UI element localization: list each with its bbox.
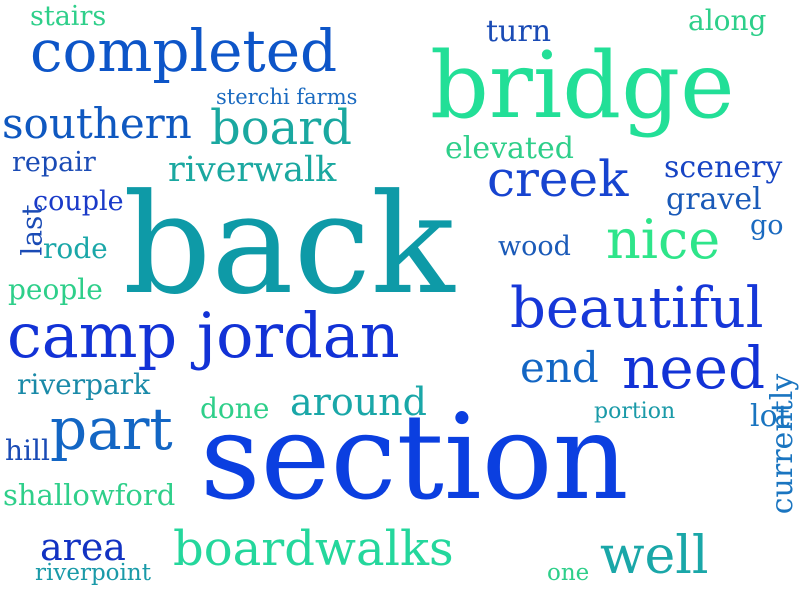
word-riverpark: riverpark [17,368,151,401]
word-portion: portion [594,399,676,424]
word-hill: hill [5,434,50,467]
word-back: back [123,164,455,325]
word-beautiful: beautiful [510,276,764,341]
word-part: part [50,395,173,463]
word-end: end [520,343,599,392]
word-area: area [40,525,126,569]
word-shallowford: shallowford [3,478,176,512]
word-bridge: bridge [430,32,735,139]
word-need: need [622,334,766,402]
word-around: around [290,380,427,424]
word-currently: currently [764,373,800,514]
word-creek: creek [487,150,629,208]
word-along: along [688,4,767,37]
word-well: well [600,526,709,586]
word-go: go [750,210,784,241]
word-people: people [8,273,103,306]
word-done: done [200,392,270,425]
word-elevated: elevated [445,131,574,166]
word-scenery: scenery [664,150,783,185]
word-boardwalks: boardwalks [173,521,454,577]
word-riverpoint: riverpoint [35,560,151,586]
word-southern: southern [2,99,192,148]
word-riverwalk: riverwalk [168,150,337,190]
word-last: last [15,204,49,256]
word-board: board [210,100,352,156]
word-camp-jordan: camp jordan [7,299,400,372]
word-section: section [200,388,629,526]
word-rode: rode [43,232,108,265]
word-completed: completed [30,17,338,85]
word-stairs: stairs [30,1,107,32]
word-sterchi-farms: sterchi farms [216,85,358,109]
word-one: one [547,560,590,586]
word-repair: repair [12,147,96,178]
word-couple: couple [33,186,124,217]
word-turn: turn [486,14,552,49]
word-gravel: gravel [666,182,762,217]
word-lot: lot [750,399,790,434]
word-wood: wood [498,231,571,262]
word-nice: nice [606,208,721,271]
